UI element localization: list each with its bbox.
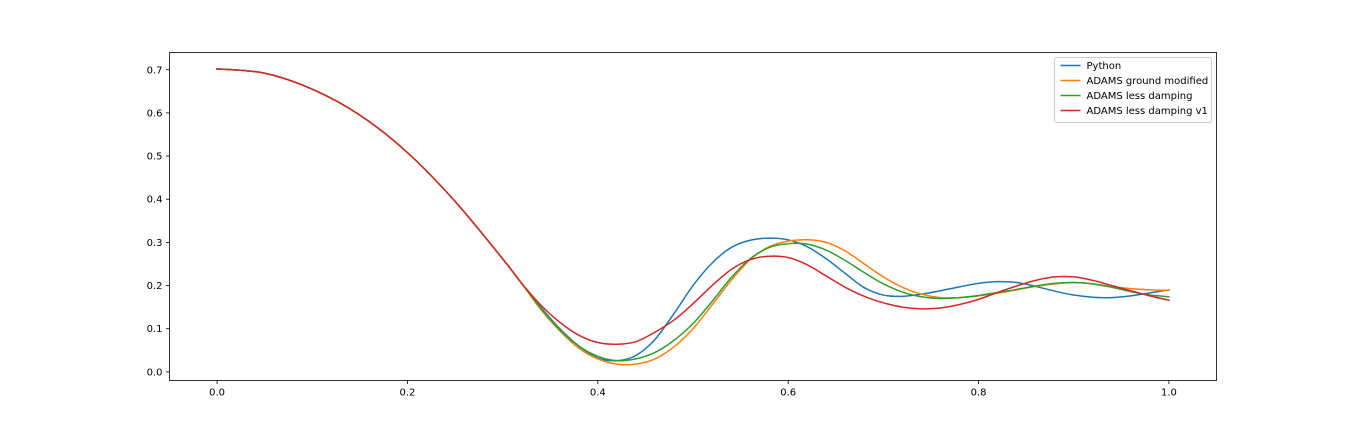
- x-tick-label: 0.4: [590, 388, 606, 399]
- y-tick-label: 0.0: [147, 367, 163, 378]
- y-tick-label: 0.5: [147, 152, 163, 163]
- plot-frame: [169, 52, 1217, 381]
- y-axis: 0.0 0.1 0.2 0.3 0.4 0.5 0.6 0.7: [147, 65, 170, 378]
- x-axis: 0.0 0.2 0.4 0.6 0.8 1.0: [209, 380, 1177, 399]
- legend-label: Python: [1087, 61, 1122, 72]
- y-tick-label: 0.2: [147, 281, 163, 292]
- legend-label: ADAMS less damping v1: [1087, 106, 1208, 117]
- y-tick-label: 0.3: [147, 238, 163, 249]
- y-tick-label: 0.1: [147, 324, 163, 335]
- y-tick-label: 0.4: [147, 195, 163, 206]
- x-tick-label: 1.0: [1161, 388, 1177, 399]
- x-tick-label: 0.6: [780, 388, 796, 399]
- legend-box: [1054, 57, 1212, 123]
- x-tick-label: 0.2: [400, 388, 416, 399]
- plot-area: [169, 52, 1217, 381]
- legend-label: ADAMS less damping: [1087, 91, 1193, 102]
- series-line-adams-less-damping-v1: [216, 68, 1170, 346]
- legend-label: ADAMS ground modified: [1087, 76, 1209, 87]
- y-tick-label: 0.7: [147, 65, 163, 76]
- y-tick-label: 0.6: [147, 108, 163, 119]
- x-tick-label: 0.0: [209, 388, 225, 399]
- legend: Python ADAMS ground modified ADAMS less da…: [1054, 57, 1212, 123]
- x-tick-label: 0.8: [971, 388, 987, 399]
